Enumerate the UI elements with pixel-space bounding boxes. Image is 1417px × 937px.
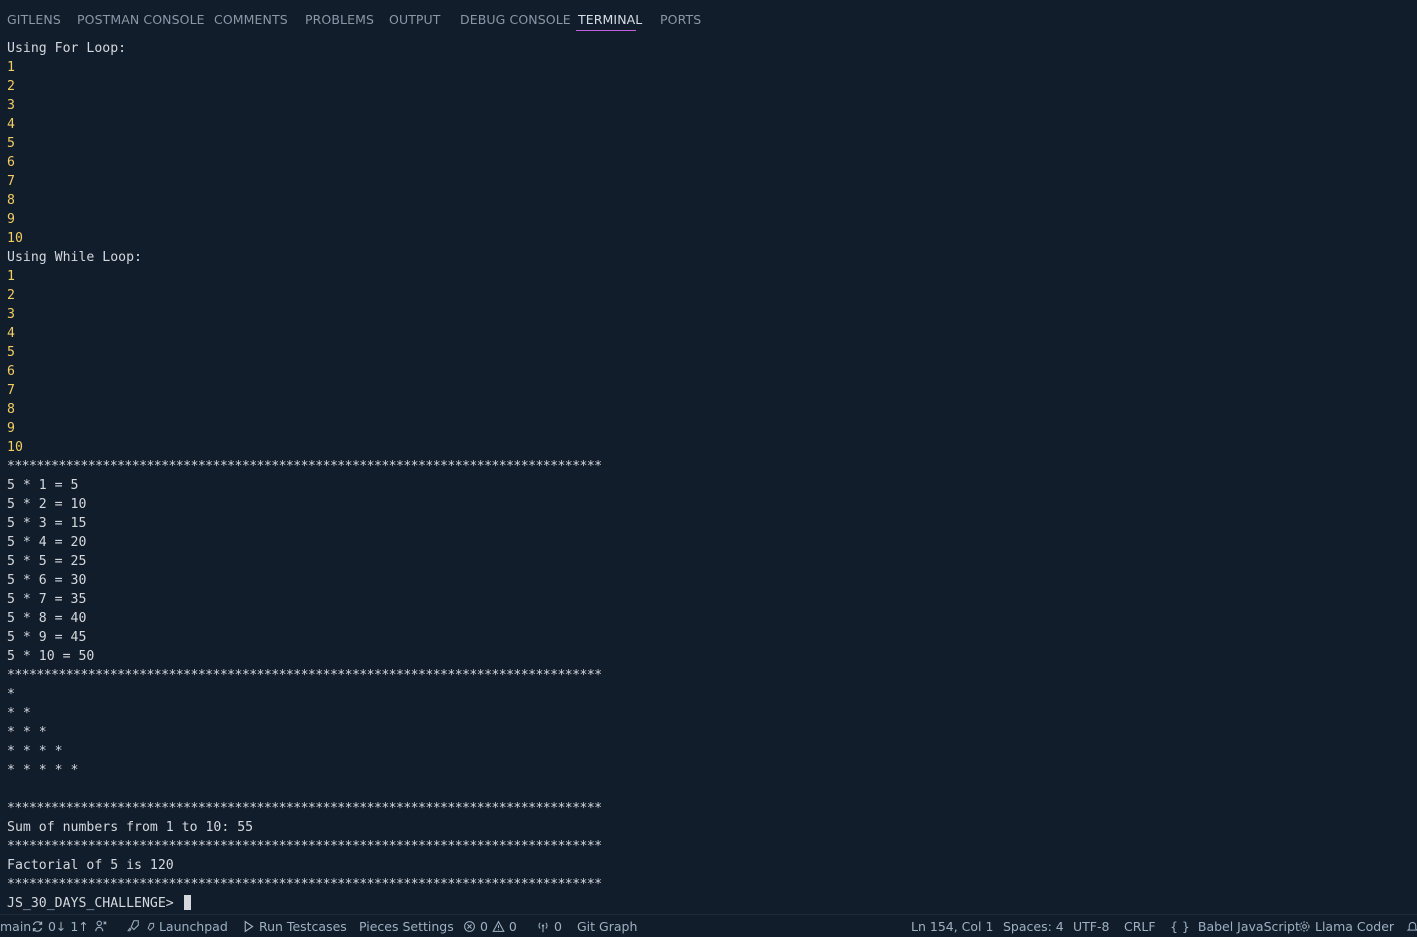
warning-count: 0 <box>508 919 517 934</box>
tab-debug-console[interactable]: DEBUG CONSOLE <box>460 12 571 27</box>
status-notifications[interactable] <box>1406 919 1417 934</box>
gear-icon <box>1299 921 1310 932</box>
status-launchpad[interactable]: Launchpad <box>126 919 228 934</box>
terminal-line: 5 * 1 = 5 <box>7 478 79 493</box>
terminal-line: 5 * 10 = 50 <box>7 649 95 664</box>
accounts-icon <box>95 920 107 932</box>
terminal-prompt: JS_30_DAYS_CHALLENGE> <box>7 896 174 911</box>
terminal-line: 7 <box>7 383 15 398</box>
terminal-line: 10 <box>7 231 23 246</box>
terminal-line: 5 * 8 = 40 <box>7 611 87 626</box>
terminal-cursor <box>183 895 191 910</box>
terminal-line: Sum of numbers from 1 to 10: 55 <box>7 820 254 835</box>
llama-coder-label: Llama Coder <box>1314 919 1395 934</box>
status-run-testcases[interactable]: Run Testcases <box>242 919 347 934</box>
active-tab-indicator <box>576 30 636 31</box>
tab-gitlens[interactable]: GITLENS <box>7 12 61 27</box>
status-line-endings[interactable]: CRLF <box>1124 919 1156 934</box>
play-icon <box>244 920 254 933</box>
braces-icon: { } <box>1170 919 1190 934</box>
tab-output[interactable]: OUTPUT <box>389 12 441 27</box>
terminal-line: Factorial of 5 is 120 <box>7 858 174 873</box>
bell-icon <box>1406 921 1417 931</box>
launchpad-label: Launchpad <box>158 919 228 934</box>
terminal-line: Using For Loop: <box>7 41 127 56</box>
terminal-line: * * * * <box>7 744 63 759</box>
status-cursor-position[interactable]: Ln 154, Col 1 <box>911 919 994 934</box>
terminal-line: 5 <box>7 345 15 360</box>
terminal-output[interactable]: Using For Loop: 1 2 3 4 5 6 7 8 9 10 Using While Lo… <box>7 39 1417 913</box>
terminal-line: 8 <box>7 193 15 208</box>
sync-counts: 0↓ 1↑ <box>47 919 89 934</box>
tab-comments[interactable]: COMMENTS <box>214 12 288 27</box>
terminal-line: 5 <box>7 136 15 151</box>
status-account[interactable] <box>94 919 108 934</box>
terminal-line: ****************************************… <box>7 839 602 854</box>
tab-postman-console[interactable]: POSTMAN CONSOLE <box>77 12 205 27</box>
status-git-graph[interactable]: Git Graph <box>577 919 638 934</box>
status-pieces-settings[interactable]: Pieces Settings <box>359 919 454 934</box>
terminal-line: 10 <box>7 440 23 455</box>
terminal-line: Using While Loop: <box>7 250 142 265</box>
terminal-line: * <box>7 687 15 702</box>
terminal-line: 3 <box>7 98 15 113</box>
terminal-line: 5 * 6 = 30 <box>7 573 87 588</box>
terminal-line: 6 <box>7 155 15 170</box>
terminal-line: 5 * 4 = 20 <box>7 535 87 550</box>
terminal-prompt-line[interactable]: JS_30_DAYS_CHALLENGE> <box>7 894 1417 913</box>
terminal-line: * * <box>7 706 31 721</box>
terminal-line: 1 <box>7 269 15 284</box>
terminal-line: * * * <box>7 725 47 740</box>
status-encoding[interactable]: UTF-8 <box>1073 919 1110 934</box>
sync-icon <box>32 921 43 932</box>
rocket-small-icon <box>147 922 155 931</box>
warning-icon <box>492 920 505 932</box>
terminal-line: 5 * 5 = 25 <box>7 554 87 569</box>
terminal-line: 9 <box>7 421 15 436</box>
terminal-line: 9 <box>7 212 15 227</box>
status-llama-coder[interactable]: Llama Coder <box>1298 919 1394 934</box>
status-indentation[interactable]: Spaces: 4 <box>1003 919 1064 934</box>
terminal-line: 3 <box>7 307 15 322</box>
status-sync[interactable]: 0↓ 1↑ <box>31 919 89 934</box>
terminal-line: 6 <box>7 364 15 379</box>
error-count: 0 <box>479 919 488 934</box>
tab-ports[interactable]: PORTS <box>660 12 702 27</box>
tab-terminal[interactable]: TERMINAL <box>578 12 643 27</box>
terminal-line: 5 * 9 = 45 <box>7 630 87 645</box>
terminal-line: ****************************************… <box>7 459 602 474</box>
status-language[interactable]: { } Babel JavaScript <box>1170 919 1300 934</box>
terminal-line: 2 <box>7 288 15 303</box>
terminal-line: 8 <box>7 402 15 417</box>
terminal-lines: Using For Loop: 1 2 3 4 5 6 7 8 9 10 Using While Lo… <box>7 39 1417 894</box>
ports-count: 0 <box>553 919 562 934</box>
terminal-line: ****************************************… <box>7 801 602 816</box>
broadcast-icon <box>538 922 548 933</box>
panel-tab-bar: GITLENS POSTMAN CONSOLE COMMENTS PROBLEM… <box>0 0 1417 38</box>
rocket-icon <box>127 920 139 932</box>
error-icon <box>464 921 475 932</box>
terminal-line: ****************************************… <box>7 668 602 683</box>
status-bar: main 0↓ 1↑ Launchpad Run Testcases Piece… <box>0 914 1417 937</box>
terminal-line: 1 <box>7 60 15 75</box>
terminal-line: ****************************************… <box>7 877 602 892</box>
terminal-line: 5 * 3 = 15 <box>7 516 87 531</box>
terminal-line: 5 * 7 = 35 <box>7 592 87 607</box>
terminal-line: 7 <box>7 174 15 189</box>
tab-problems[interactable]: PROBLEMS <box>305 12 375 27</box>
terminal-line: 2 <box>7 79 15 94</box>
status-problems[interactable]: 0 0 <box>463 919 517 934</box>
run-testcases-label: Run Testcases <box>258 919 347 934</box>
terminal-line: 4 <box>7 326 15 341</box>
status-branch[interactable]: main <box>0 919 32 934</box>
terminal-line <box>7 780 1417 799</box>
status-ports[interactable]: 0 <box>536 919 562 934</box>
terminal-line: 5 * 2 = 10 <box>7 497 87 512</box>
language-label: Babel JavaScript <box>1197 919 1300 934</box>
terminal-line: 4 <box>7 117 15 132</box>
terminal-line: * * * * * <box>7 763 79 778</box>
